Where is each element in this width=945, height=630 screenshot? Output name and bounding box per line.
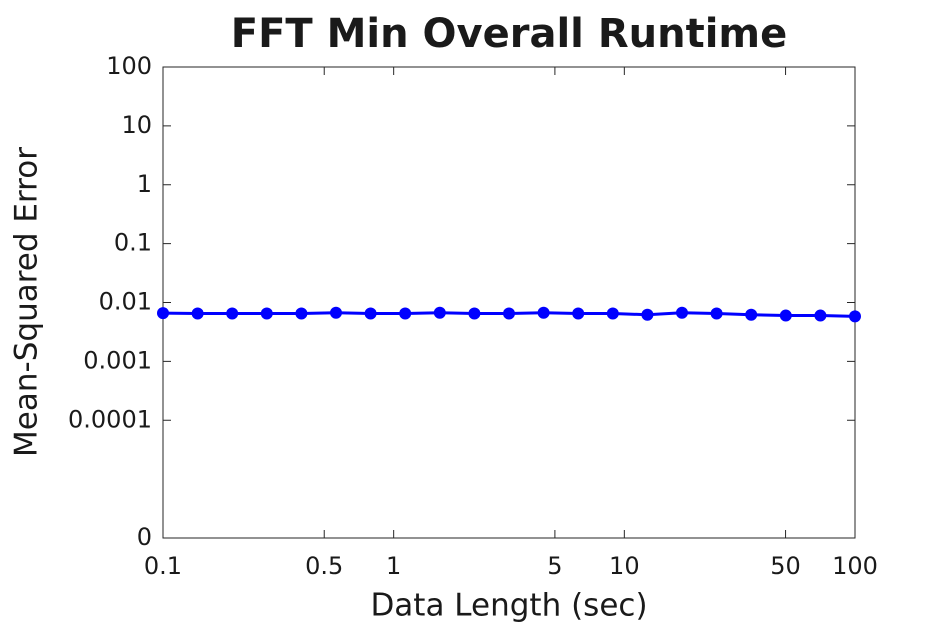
- x-axis-label: Data Length (sec): [370, 588, 647, 624]
- data-point: [433, 306, 446, 319]
- x-tick-label: 1: [386, 552, 401, 580]
- data-point: [226, 307, 239, 320]
- data-point: [157, 307, 169, 320]
- data-point: [191, 307, 204, 320]
- data-point: [364, 307, 377, 320]
- data-point: [329, 306, 342, 319]
- y-tick-label: 0.001: [83, 346, 152, 374]
- x-tick-label: 5: [547, 552, 562, 580]
- x-tick-label: 0.1: [144, 552, 182, 580]
- y-tick-label: 10: [121, 111, 152, 139]
- data-point: [260, 307, 273, 320]
- y-tick-label: 0.01: [99, 288, 152, 316]
- data-point: [572, 307, 585, 320]
- x-tick-label: 100: [832, 552, 878, 580]
- x-tick-label: 10: [609, 552, 640, 580]
- data-point: [710, 307, 723, 320]
- data-point: [849, 310, 861, 323]
- y-tick-label: 0: [137, 523, 152, 551]
- y-axis-label: Mean-Squared Error: [9, 147, 45, 457]
- data-point: [502, 307, 515, 320]
- data-point: [468, 307, 481, 320]
- y-tick-label: 0.1: [114, 229, 152, 257]
- data-point: [537, 306, 550, 319]
- data-point: [779, 309, 792, 322]
- data-point: [745, 308, 758, 321]
- data-point: [675, 306, 688, 319]
- y-tick-label: 100: [106, 52, 152, 80]
- chart-title: FFT Min Overall Runtime: [231, 11, 787, 57]
- data-point: [641, 308, 654, 321]
- data-point: [606, 307, 619, 320]
- y-tick-label: 0.0001: [68, 405, 152, 433]
- data-point: [295, 307, 308, 320]
- x-tick-label: 50: [770, 552, 801, 580]
- y-tick-label: 1: [137, 170, 152, 198]
- x-tick-label: 0.5: [305, 552, 343, 580]
- data-point: [399, 307, 412, 320]
- data-point: [814, 309, 827, 322]
